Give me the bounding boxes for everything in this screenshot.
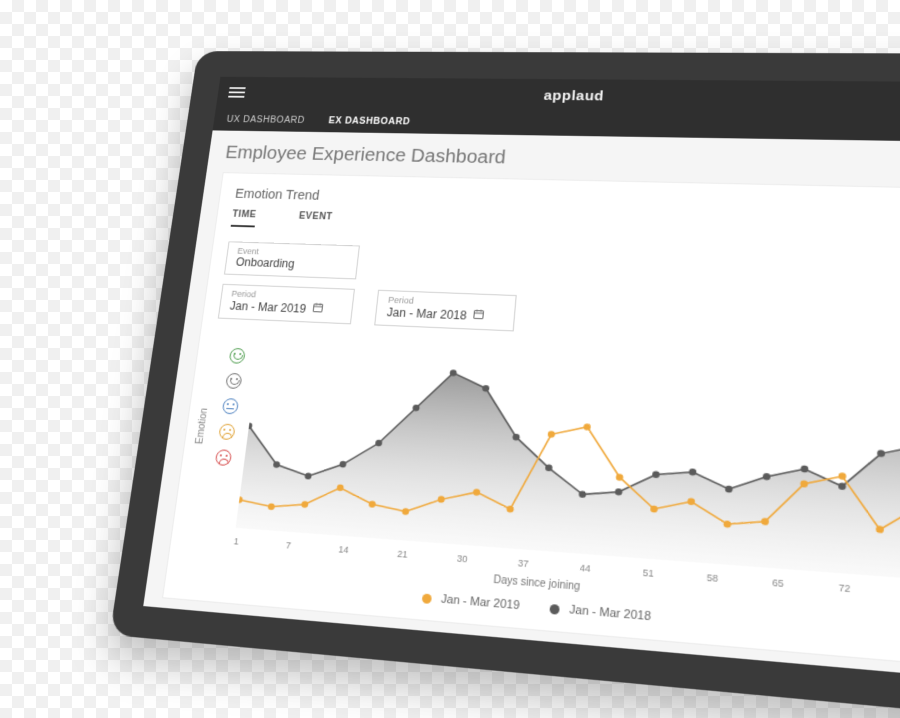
legend-dot-icon xyxy=(422,593,432,604)
menu-icon[interactable] xyxy=(228,87,246,98)
xtick-label: 7 xyxy=(285,540,291,551)
screen: applaud UX DASHBOARD EX DASHBOARD Employ… xyxy=(143,77,900,679)
emotion-face-icon xyxy=(218,423,235,440)
chart-tabs: TIME EVENT xyxy=(231,209,900,247)
xtick-label: 37 xyxy=(517,558,529,570)
period2-select[interactable]: Period Jan - Mar 2018 xyxy=(375,290,518,332)
legend-label: Jan - Mar 2018 xyxy=(569,603,651,623)
legend-item: Jan - Mar 2019 xyxy=(422,591,521,612)
emotion-face-icon xyxy=(225,373,242,389)
xtick-label: 30 xyxy=(456,553,467,565)
chart-tab-event[interactable]: EVENT xyxy=(297,211,333,229)
xtick-label: 51 xyxy=(642,567,654,579)
event-value: Onboarding xyxy=(235,255,348,272)
period2-value: Jan - Mar 2018 xyxy=(386,305,467,322)
xtick-label: 72 xyxy=(839,582,851,594)
xtick-label: 14 xyxy=(338,544,349,555)
xtick-label: 21 xyxy=(397,548,408,559)
chart-ylabel: Emotion xyxy=(195,408,210,445)
event-select[interactable]: Event Onboarding xyxy=(224,241,360,279)
emotion-scale-icons xyxy=(215,348,246,466)
period1-value: Jan - Mar 2019 xyxy=(229,299,307,315)
emotion-face-icon xyxy=(215,449,233,466)
xtick-label: 58 xyxy=(707,572,719,584)
emotion-face-icon xyxy=(229,348,246,364)
calendar-icon xyxy=(472,308,485,323)
tablet-device: applaud UX DASHBOARD EX DASHBOARD Employ… xyxy=(110,51,900,718)
period1-select[interactable]: Period Jan - Mar 2019 xyxy=(218,284,355,324)
xtick-label: 44 xyxy=(579,562,591,574)
legend-item: Jan - Mar 2018 xyxy=(549,602,651,624)
emotion-trend-card: Emotion Trend TIME EVENT Event Onboardin… xyxy=(162,172,900,666)
tab-ex-dashboard[interactable]: EX DASHBOARD xyxy=(328,116,411,127)
page-content: Employee Experience Dashboard Emotion Tr… xyxy=(143,130,900,678)
calendar-icon xyxy=(311,302,324,317)
xtick-label: 65 xyxy=(772,577,784,589)
legend-label: Jan - Mar 2019 xyxy=(440,593,520,613)
page-title: Employee Experience Dashboard xyxy=(224,143,900,178)
tab-ux-dashboard[interactable]: UX DASHBOARD xyxy=(226,114,305,125)
legend-dot-icon xyxy=(549,604,559,615)
xtick-label: 1 xyxy=(233,536,239,547)
brand-logo: applaud xyxy=(217,85,900,108)
emotion-face-icon xyxy=(222,398,239,415)
chart-tab-time[interactable]: TIME xyxy=(231,209,257,227)
